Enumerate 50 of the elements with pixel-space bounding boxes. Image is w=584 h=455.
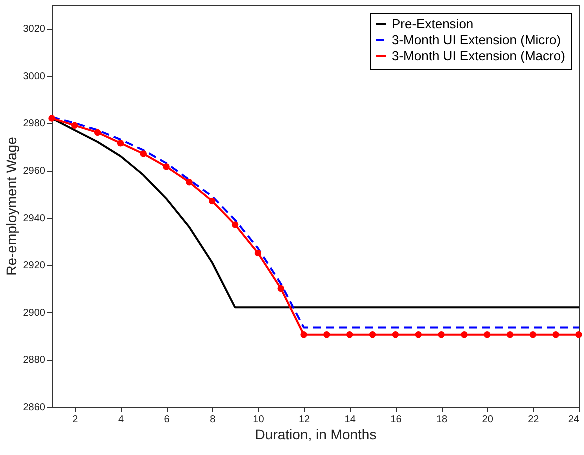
- point: [254, 250, 262, 257]
- point: [72, 122, 78, 129]
- x-tick-label: 14: [344, 414, 356, 426]
- point: [278, 285, 284, 292]
- point: [117, 140, 124, 147]
- x-tick-label: 16: [390, 414, 402, 426]
- y-tick-label: 2900: [23, 308, 46, 319]
- x-tick-label: 12: [298, 414, 311, 426]
- x-tick-label: 6: [164, 414, 170, 426]
- point: [438, 332, 445, 338]
- point: [415, 332, 422, 338]
- point: [232, 222, 239, 228]
- point: [186, 179, 193, 186]
- y-tick-label: 2920: [23, 260, 46, 272]
- y-tick-label: 3020: [23, 24, 46, 36]
- point: [48, 115, 56, 122]
- legend-label: 3-Month UI Extension (Macro): [392, 48, 566, 64]
- x-tick-label: 2: [72, 414, 79, 426]
- x-tick-label: 10: [253, 414, 265, 426]
- point: [506, 332, 514, 338]
- point: [392, 332, 400, 338]
- y-tick-label: 2940: [23, 213, 46, 224]
- legend-label: Pre-Extension: [392, 16, 474, 32]
- x-tick-label: 24: [568, 414, 580, 426]
- x-tick-label: 8: [210, 414, 216, 426]
- x-tick-label: 4: [118, 414, 124, 426]
- point: [163, 164, 170, 170]
- point: [484, 332, 491, 338]
- y-tick-label: 2960: [23, 166, 46, 178]
- x-axis-title: Duration, in Months: [255, 426, 377, 442]
- y-tick-label: 3000: [23, 71, 46, 82]
- point: [369, 332, 376, 338]
- point: [530, 332, 537, 338]
- point: [552, 332, 560, 338]
- y-tick-label: 2860: [23, 402, 46, 414]
- point: [576, 332, 582, 338]
- y-tick-label: 2880: [23, 355, 46, 366]
- point: [300, 332, 308, 338]
- point: [346, 332, 354, 338]
- x-tick-label: 20: [482, 414, 494, 426]
- point: [324, 332, 330, 338]
- x-tick-label: 18: [436, 414, 448, 426]
- point: [209, 198, 216, 205]
- point: [94, 129, 102, 136]
- x-tick-label: 22: [528, 414, 540, 426]
- legend-label: 3-Month UI Extension (Micro): [392, 32, 562, 48]
- y-tick-label: 2980: [23, 118, 46, 130]
- point: [140, 150, 148, 158]
- y-axis-title: Re-employment Wage: [3, 136, 20, 276]
- point: [461, 332, 468, 338]
